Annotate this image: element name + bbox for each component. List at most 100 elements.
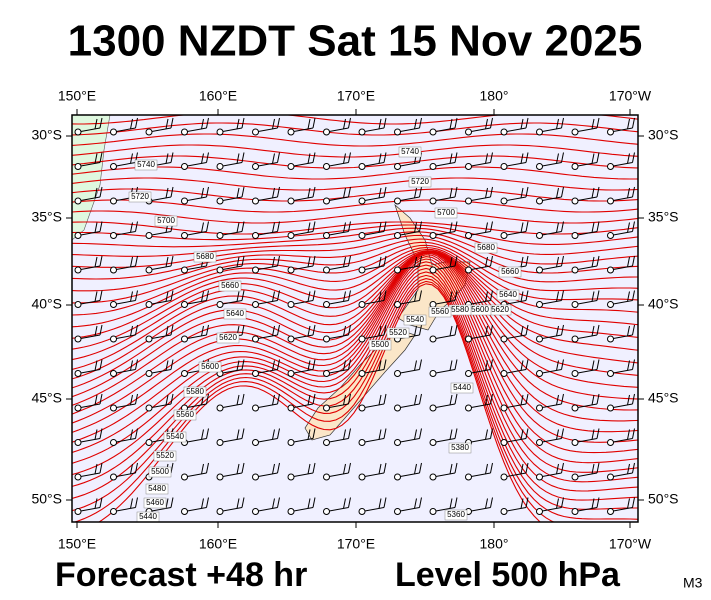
- barb-flag: [490, 393, 493, 405]
- barb-flag: [419, 324, 422, 336]
- barb-station: [571, 128, 579, 136]
- barb-flag: [307, 360, 311, 371]
- barb-station: [465, 266, 472, 274]
- barb-flag: [383, 221, 387, 232]
- contour-label-box: [134, 159, 158, 171]
- barb-flag: [596, 462, 600, 474]
- barb-station: [181, 301, 188, 308]
- barb-flag: [343, 429, 346, 440]
- barb-flag: [94, 360, 98, 371]
- contour-label-box: [434, 207, 458, 219]
- barb-flag: [312, 186, 316, 198]
- barb-station: [110, 404, 117, 412]
- barb-station: [323, 473, 330, 481]
- barb-flag: [236, 498, 240, 509]
- barb-flag: [348, 255, 351, 267]
- barb-flag: [378, 498, 382, 509]
- barb-flag: [241, 255, 245, 267]
- barb-flag: [272, 118, 275, 130]
- barb-flag: [490, 290, 493, 301]
- barb-staff: [361, 369, 385, 374]
- contour-line: [72, 254, 638, 443]
- barb-station: [358, 197, 366, 205]
- barb-staff: [326, 265, 349, 271]
- barb-station: [252, 404, 259, 412]
- barb-station: [287, 335, 295, 343]
- barb-station: [358, 301, 366, 308]
- contour-line: [72, 258, 638, 464]
- barb-staff: [290, 403, 314, 409]
- barb-staff: [397, 231, 420, 236]
- barb-flag: [485, 291, 488, 302]
- barb-staff: [574, 472, 598, 478]
- barb-flag: [170, 255, 174, 267]
- barb-flag: [454, 359, 458, 370]
- barb-flag: [449, 222, 453, 233]
- barb-flag: [272, 222, 275, 233]
- barb-station: [323, 266, 330, 274]
- barb-staff: [77, 300, 101, 305]
- barb-flag: [449, 118, 453, 130]
- barb-staff: [326, 369, 349, 374]
- barb-flag: [490, 186, 493, 198]
- barb-staff: [255, 334, 278, 340]
- barb-flag: [272, 256, 275, 268]
- contour-label-box: [145, 483, 169, 495]
- barb-flag: [277, 117, 280, 129]
- barb-flag: [485, 256, 488, 268]
- barb-staff: [503, 472, 527, 478]
- barb-staff: [113, 403, 136, 409]
- barb-staff: [432, 231, 456, 236]
- barb-station: [607, 128, 614, 136]
- contour-label-box: [398, 146, 422, 158]
- barb-flag: [520, 498, 524, 509]
- barb-station: [252, 128, 259, 136]
- barb-flag: [378, 153, 382, 164]
- barb-staff: [539, 334, 562, 340]
- barb-flag: [99, 117, 103, 129]
- barb-flag: [99, 462, 103, 474]
- barb-staff: [397, 438, 420, 443]
- barb-flag: [307, 153, 311, 164]
- barb-flag: [312, 462, 316, 474]
- contour-label: 5560: [176, 410, 194, 419]
- barb-flag: [454, 462, 458, 474]
- barb-station: [607, 301, 614, 308]
- contour-line: [72, 122, 638, 136]
- barb-station: [74, 473, 82, 481]
- barb-flag: [307, 463, 311, 475]
- barb-staff: [468, 265, 491, 271]
- barb-flag: [556, 360, 559, 371]
- barb-station: [323, 335, 330, 343]
- barb-flag: [378, 187, 382, 199]
- barb-station: [394, 473, 401, 481]
- barb-flag: [449, 394, 453, 406]
- barb-station: [145, 128, 153, 136]
- barb-station: [571, 473, 579, 481]
- barb-staff: [326, 231, 349, 236]
- contour-line: [72, 115, 638, 125]
- barb-flag: [312, 428, 316, 439]
- barb-staff: [397, 162, 420, 167]
- contour-label-box: [444, 509, 468, 521]
- barb-staff: [610, 334, 633, 340]
- barb-station: [500, 404, 508, 412]
- barb-flag: [236, 118, 240, 130]
- contour-line: [72, 227, 638, 255]
- barb-station: [607, 370, 614, 377]
- barb-flag: [99, 290, 103, 301]
- barb-station: [571, 370, 579, 377]
- barb-station: [287, 370, 295, 377]
- barb-station: [429, 197, 437, 205]
- barb-station: [323, 301, 330, 308]
- barb-flag: [170, 324, 174, 336]
- barb-staff: [539, 300, 562, 305]
- lon-label-top: 170°W: [609, 88, 652, 104]
- barb-flag: [343, 394, 346, 406]
- barb-staff: [113, 127, 136, 133]
- barb-flag: [414, 222, 417, 233]
- barb-flag: [272, 291, 275, 302]
- barb-staff: [468, 369, 491, 374]
- barb-station: [536, 163, 543, 170]
- barb-flag: [201, 222, 204, 233]
